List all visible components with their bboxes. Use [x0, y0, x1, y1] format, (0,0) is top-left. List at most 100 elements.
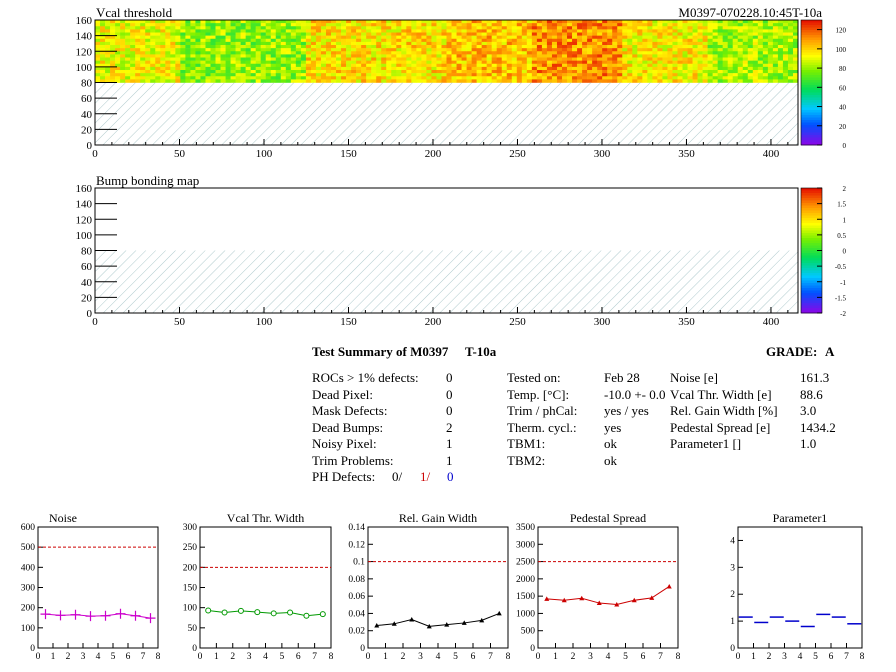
- map-pixel-cell: [692, 29, 698, 33]
- map-pixel-cell: [140, 38, 146, 43]
- map-pixel-cell: [401, 38, 407, 43]
- map-pixel-cell: [331, 23, 337, 27]
- map-pixel-cell: [767, 79, 774, 83]
- map-pixel-cell: [561, 35, 568, 40]
- map-pixel-cell: [446, 48, 452, 52]
- map-pixel-cell: [185, 70, 191, 74]
- map-pixel-cell: [426, 41, 432, 46]
- map-pixel-cell: [632, 32, 638, 36]
- map-pixel-cell: [747, 41, 754, 46]
- map-pixel-cell: [225, 63, 231, 68]
- map-pixel-cell: [712, 41, 718, 46]
- map-pixel-cell: [421, 66, 427, 71]
- map-pixel-cell: [285, 23, 292, 27]
- map-pixel-cell: [160, 60, 166, 65]
- palette-swatch: [801, 115, 822, 118]
- map-pixel-cell: [100, 45, 106, 49]
- map-pixel-cell: [451, 48, 457, 52]
- map-pixel-cell: [476, 45, 482, 49]
- palette-swatch: [801, 22, 822, 26]
- palette-swatch: [801, 188, 822, 191]
- map-pixel-cell: [622, 26, 628, 30]
- map-pixel-cell: [150, 41, 156, 46]
- map-pixel-cell: [607, 51, 613, 55]
- map-pixel-cell: [441, 54, 447, 58]
- map-pixel-cell: [752, 20, 759, 24]
- map-pixel-cell: [567, 57, 573, 61]
- map-pixel-cell: [240, 70, 246, 74]
- map-pixel-cell: [561, 32, 568, 36]
- map-pixel-cell: [431, 29, 437, 33]
- map-pixel-cell: [185, 63, 191, 68]
- map-pixel-cell: [567, 35, 573, 40]
- map-pixel-cell: [396, 45, 402, 49]
- map-pixel-cell: [200, 63, 206, 68]
- map-pixel-cell: [366, 26, 372, 30]
- summary-temperature: T-10a: [465, 344, 497, 359]
- map-pixel-cell: [767, 51, 774, 55]
- map-pixel-cell: [747, 54, 754, 58]
- map-pixel-cell: [305, 57, 312, 61]
- map-pixel-cell: [627, 41, 633, 46]
- map-pixel-cell: [742, 79, 749, 83]
- map-pixel-cell: [180, 76, 186, 80]
- map-pixel-cell: [376, 20, 382, 24]
- map-pixel-cell: [592, 29, 598, 33]
- map-pixel-cell: [125, 48, 131, 52]
- map-pixel-cell: [647, 66, 653, 71]
- map-pixel-cell: [225, 70, 231, 74]
- map-pixel-cell: [737, 35, 744, 40]
- map-pixel-cell: [341, 41, 347, 46]
- map-pixel-cell: [230, 63, 236, 68]
- map-pixel-cell: [727, 66, 734, 71]
- map-pixel-cell: [712, 32, 718, 36]
- map-pixel-cell: [376, 41, 382, 46]
- map-pixel-cell: [265, 45, 272, 49]
- map-pixel-cell: [300, 63, 307, 68]
- map-pixel-cell: [110, 20, 116, 24]
- map-pixel-cell: [506, 35, 513, 40]
- chart-x-tick-label: 5: [813, 652, 818, 662]
- map-pixel-cell: [205, 20, 211, 24]
- map-pixel-cell: [245, 35, 251, 40]
- map-pixel-cell: [130, 32, 136, 36]
- map-pixel-cell: [707, 60, 713, 65]
- map-pixel-cell: [396, 57, 402, 61]
- palette-swatch: [801, 110, 822, 113]
- map-pixel-cell: [637, 41, 643, 46]
- map-pixel-cell: [170, 38, 176, 43]
- perf-value-1: 88.6: [800, 386, 823, 402]
- palette-swatch: [801, 52, 822, 56]
- map-pixel-cell: [782, 70, 789, 74]
- map-pixel-cell: [95, 32, 101, 36]
- map-pixel-cell: [712, 45, 718, 49]
- map-pixel-cell: [546, 76, 553, 80]
- chart-frame: [737, 526, 863, 649]
- map-pixel-cell: [682, 73, 688, 77]
- map-pixel-cell: [757, 38, 764, 43]
- map-pixel-cell: [551, 70, 558, 74]
- map-pixel-cell: [235, 35, 241, 40]
- map-pixel-cell: [255, 32, 262, 36]
- map-pixel-cell: [521, 57, 528, 61]
- map-pixel-cell: [551, 60, 558, 65]
- map-pixel-cell: [757, 48, 764, 52]
- map-pixel-cell: [541, 23, 548, 27]
- map-pixel-cell: [521, 29, 528, 33]
- map-pixel-cell: [526, 32, 533, 36]
- perf-label-2: Rel. Gain Width [%]: [670, 403, 778, 418]
- map-pixel-cell: [110, 26, 116, 30]
- map-pixel-cell: [145, 63, 151, 68]
- map-pixel-cell: [270, 60, 277, 65]
- map-pixel-cell: [391, 38, 397, 43]
- palette-swatch: [801, 60, 822, 63]
- map-pixel-cell: [220, 76, 226, 80]
- palette-swatch: [801, 55, 822, 58]
- map-pixel-cell: [647, 35, 653, 40]
- map-pixel-cell: [702, 41, 708, 46]
- palette-swatch: [801, 193, 822, 196]
- map-pixel-cell: [225, 45, 231, 49]
- map-pixel-cell: [446, 57, 452, 61]
- map-pixel-cell: [150, 23, 156, 27]
